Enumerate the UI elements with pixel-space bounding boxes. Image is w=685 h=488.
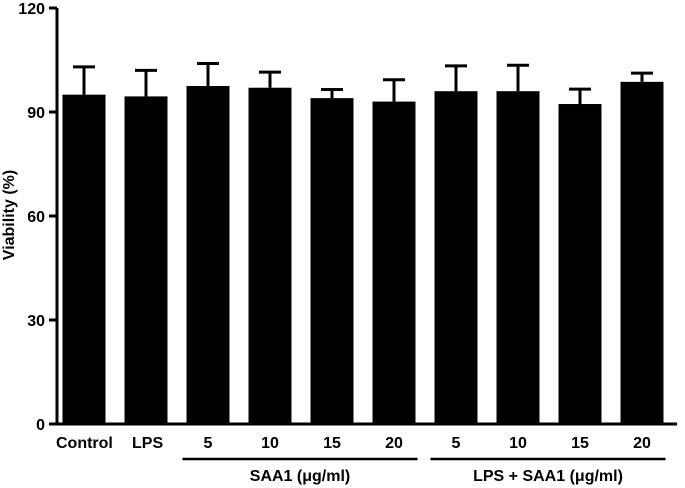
bar xyxy=(248,87,292,424)
group-label: LPS + SAA1 (μg/ml) xyxy=(473,468,623,485)
x-tick-label: Control xyxy=(56,435,113,452)
bar xyxy=(124,96,168,425)
y-axis-label: Viability (%) xyxy=(1,170,18,260)
x-tick-label: 15 xyxy=(571,435,589,452)
x-tick-label: 10 xyxy=(261,435,279,452)
y-tick-label: 90 xyxy=(27,105,45,122)
bar xyxy=(558,104,602,424)
x-tick-label: 10 xyxy=(509,435,527,452)
group-label: SAA1 (μg/ml) xyxy=(250,468,350,485)
bar xyxy=(372,101,416,424)
x-tick-label: 15 xyxy=(323,435,341,452)
bar xyxy=(62,94,106,425)
y-axis: 0 30 60 90 120 xyxy=(18,1,677,434)
y-tick-label: 30 xyxy=(27,313,45,330)
y-tick-label: 120 xyxy=(18,1,45,18)
y-tick-label: 60 xyxy=(27,209,45,226)
bar xyxy=(496,91,540,424)
bar xyxy=(310,98,354,424)
bar xyxy=(620,81,664,424)
x-tick-label: 20 xyxy=(385,435,403,452)
x-tick-label: LPS xyxy=(132,435,163,452)
x-tick-label: 5 xyxy=(452,435,461,452)
bar xyxy=(434,91,478,424)
bars-layer xyxy=(62,61,664,425)
x-tick-label: 20 xyxy=(633,435,651,452)
x-tick-label: 5 xyxy=(204,435,213,452)
x-axis-labels: Control LPS 5 10 15 20 5 10 15 20 xyxy=(56,435,651,452)
bar xyxy=(186,86,230,424)
group-labels: SAA1 (μg/ml) LPS + SAA1 (μg/ml) xyxy=(182,457,666,485)
y-tick-label: 0 xyxy=(36,417,45,434)
